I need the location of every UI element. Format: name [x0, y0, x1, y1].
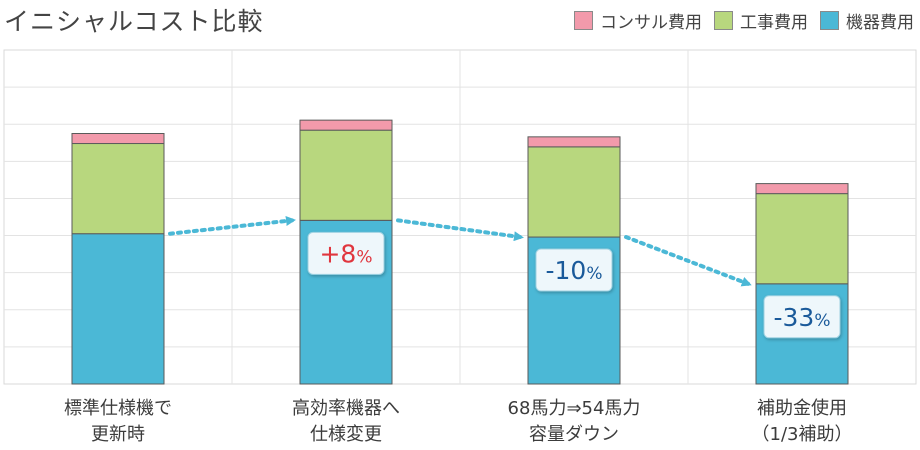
- change-badge: +8%: [307, 231, 385, 275]
- x-tick-label: （1/3補助）: [752, 424, 853, 445]
- badge-box: [307, 231, 385, 275]
- legend-item-consulting: コンサル費用: [574, 8, 702, 33]
- badge-number: -33: [774, 303, 815, 332]
- chart-title: イニシャルコスト比較: [4, 7, 264, 36]
- x-tick-label: 更新時: [91, 424, 145, 445]
- bar-segment-consulting: [755, 183, 849, 195]
- legend-item-equipment: 機器費用: [820, 8, 914, 33]
- x-tick-label: 容量ダウン: [529, 424, 619, 445]
- trend-arrow: [396, 218, 524, 242]
- x-tick-label: 仕様変更: [310, 424, 382, 445]
- bar-segment-construction: [527, 146, 621, 238]
- badge-number: -10: [546, 256, 587, 285]
- change-badges: +8% -10%-33%: [307, 231, 841, 339]
- legend-label-construction: 工事費用: [740, 13, 808, 33]
- bar-segment-construction: [755, 193, 849, 285]
- chart-legend: コンサル費用 工事費用 機器費用: [574, 8, 914, 33]
- badge-box: [763, 295, 841, 339]
- bar-segment-consulting: [71, 133, 165, 145]
- bar-segment-consulting: [527, 136, 621, 148]
- change-badge: -10%: [535, 248, 613, 292]
- trend-arrow: [624, 235, 752, 287]
- x-tick-label: 高効率機器へ: [292, 398, 400, 419]
- badge-unit: %: [814, 311, 830, 331]
- badge-value: -33%: [774, 303, 831, 332]
- badge-value: +8%: [319, 239, 372, 268]
- bar-segment-equipment: [71, 233, 165, 385]
- legend-swatch-equipment: [820, 11, 839, 30]
- badge-box: [535, 248, 613, 292]
- badge-number: +8: [319, 239, 356, 268]
- bar-segment-consulting: [299, 119, 393, 131]
- bar-segment-construction: [71, 143, 165, 235]
- badge-value: -10%: [546, 256, 603, 285]
- badge-unit: %: [356, 247, 372, 267]
- badge-unit: %: [586, 264, 602, 284]
- legend-swatch-construction: [714, 11, 733, 30]
- x-tick-label: 補助金使用: [757, 398, 847, 419]
- x-tick-label: 標準仕様機で: [64, 398, 172, 419]
- bar-segment-construction: [299, 129, 393, 221]
- legend-swatch-consulting: [574, 11, 593, 30]
- trend-arrows: [168, 216, 752, 287]
- legend-label-consulting: コンサル費用: [600, 13, 702, 33]
- trend-arrow: [168, 216, 296, 236]
- x-tick-label: 68馬力⇒54馬力: [508, 398, 641, 419]
- legend-item-construction: 工事費用: [714, 8, 808, 33]
- change-badge: -33%: [763, 295, 841, 339]
- legend-label-equipment: 機器費用: [846, 13, 914, 33]
